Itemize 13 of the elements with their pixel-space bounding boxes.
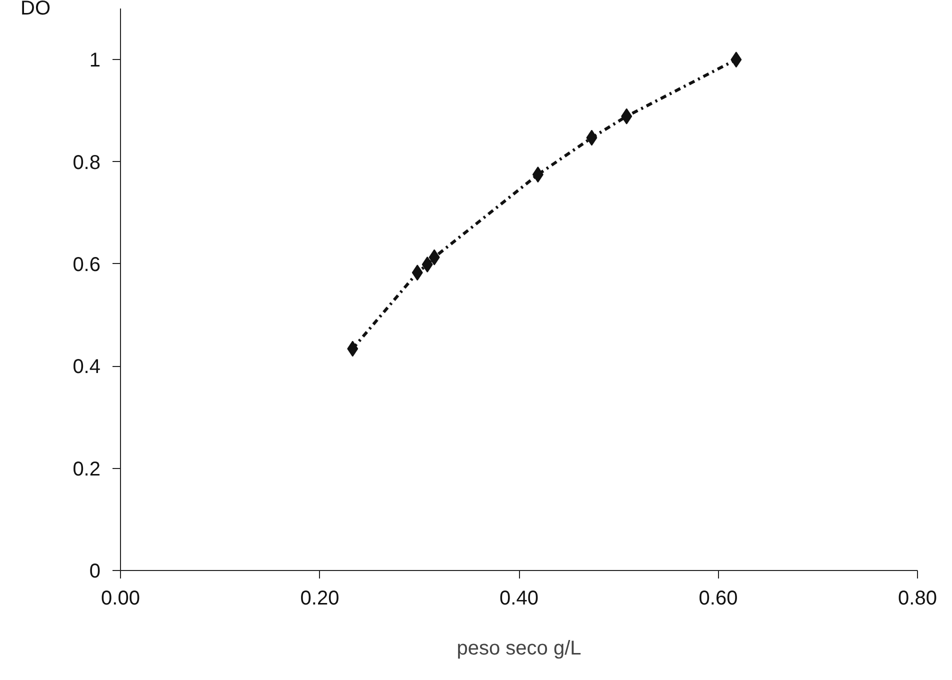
y-tick-label: 0.6 [72, 254, 101, 276]
x-tick-label: 0.40 [500, 588, 538, 610]
x-tick-label: 0.60 [698, 588, 738, 610]
y-tick-label: 1 [89, 50, 100, 72]
x-tick-label: 0.80 [898, 588, 937, 610]
x-tick-label: 0.20 [300, 588, 340, 610]
x-tick-label: 0.00 [101, 588, 140, 610]
y-tick-label: 0.8 [72, 152, 101, 174]
y-tick-label: 0.4 [72, 356, 101, 378]
y-tick-label: 0.2 [72, 458, 101, 480]
y-tick-label: 0 [89, 560, 100, 582]
y-axis-title: DO [20, 0, 50, 20]
x-axis-title: peso seco g/L [456, 638, 582, 660]
